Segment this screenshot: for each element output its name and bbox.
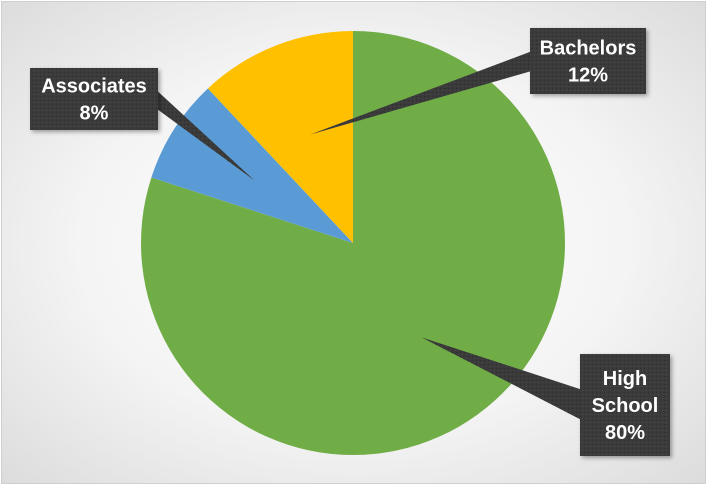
callout-box bbox=[580, 354, 670, 456]
data-label-callout: Bachelors 12% bbox=[530, 28, 646, 94]
callout-pointer bbox=[421, 337, 582, 421]
callout-pointer bbox=[310, 51, 532, 135]
data-label-value: 8% bbox=[80, 103, 109, 125]
pie-slice-associates bbox=[151, 88, 353, 243]
data-label-category: Associates bbox=[41, 76, 147, 98]
callout-box bbox=[530, 28, 646, 94]
pie-slice-bachelors bbox=[207, 31, 353, 243]
data-label-value: 80% bbox=[605, 422, 645, 444]
data-label-callout: Associates 8% bbox=[30, 68, 158, 130]
data-label-callout: High School 80% bbox=[580, 354, 670, 456]
data-label-category: School bbox=[592, 395, 659, 417]
data-label-value: 12% bbox=[568, 65, 608, 87]
data-label-category: High bbox=[603, 368, 647, 390]
callout-box bbox=[30, 68, 158, 130]
callout-pointer bbox=[156, 89, 255, 181]
data-label-category: Bachelors bbox=[540, 38, 637, 60]
